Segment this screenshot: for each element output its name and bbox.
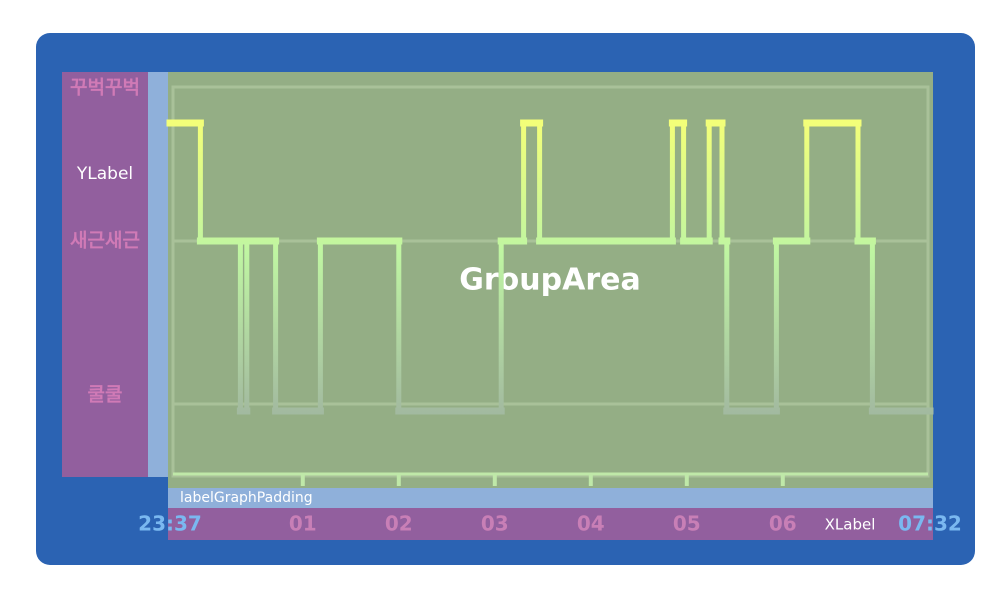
graph-frame bbox=[171, 85, 930, 478]
graph-padding bbox=[168, 488, 933, 508]
x-tick-label: 02 bbox=[385, 512, 413, 536]
padding-label: labelGraphPadding bbox=[180, 490, 313, 506]
y-label-title: YLabel bbox=[76, 164, 133, 184]
group-area-title: GroupArea bbox=[459, 263, 640, 298]
y-padding bbox=[148, 72, 168, 477]
x-tick-label: 07:32 bbox=[898, 512, 962, 536]
plot bbox=[166, 119, 934, 486]
x-tick-label: 03 bbox=[481, 512, 509, 536]
y-label: 쿨쿨 bbox=[88, 384, 123, 406]
x-tick-label: 04 bbox=[577, 512, 605, 536]
y-label: 새근새근 bbox=[70, 230, 140, 252]
x-tick-label: 23:37 bbox=[138, 512, 202, 536]
y-label-area bbox=[62, 72, 148, 477]
y-label: 꾸벅꾸벅 bbox=[70, 77, 140, 99]
x-tick-label: 01 bbox=[289, 512, 317, 536]
x-label-area bbox=[168, 508, 933, 540]
x-tick-label: 06 bbox=[769, 512, 797, 536]
x-tick-label: 05 bbox=[673, 512, 701, 536]
x-label-title: XLabel bbox=[825, 516, 876, 534]
